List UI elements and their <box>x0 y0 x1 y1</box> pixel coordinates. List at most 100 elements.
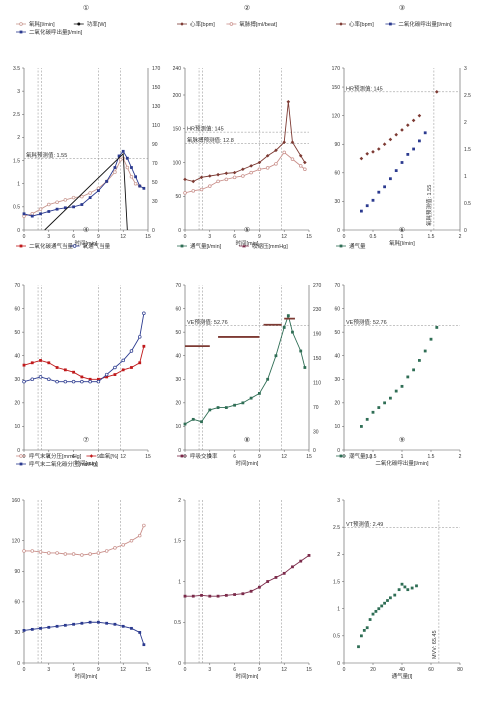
data-point <box>105 375 109 379</box>
data-point <box>142 344 146 348</box>
y2-tick-label: 0 <box>313 448 316 454</box>
data-point <box>63 206 67 210</box>
x-tick-label: 12 <box>281 234 287 240</box>
data-point <box>72 205 75 209</box>
legend-label: 心率[bpm] <box>190 20 215 28</box>
y-tick-label: 120 <box>332 113 341 119</box>
legend-label: 功率[W] <box>87 20 107 28</box>
x-tick-label: 40 <box>399 667 405 673</box>
data-point <box>299 559 303 563</box>
y-tick-label: 30 <box>14 630 20 636</box>
data-point <box>371 198 375 202</box>
data-point <box>113 546 117 550</box>
hline-label: 氧脉搏预测值: 12.8 <box>187 136 234 144</box>
data-point <box>130 166 133 169</box>
data-point <box>55 379 59 384</box>
hline-label: VT预测值: 2.49 <box>346 520 383 528</box>
data-point <box>249 589 253 593</box>
y-tick-label: 1.5 <box>333 579 340 585</box>
data-point <box>199 187 204 192</box>
data-point <box>286 314 290 318</box>
data-point <box>406 123 410 127</box>
series-line <box>184 314 306 425</box>
vline-label: 氧耗预测值: 1.55 <box>425 185 433 226</box>
y2-tick-label: 1 <box>464 174 467 180</box>
x-tick-label: 0 <box>23 667 26 673</box>
x-tick-label: 6 <box>233 667 236 673</box>
y-tick-label: 50 <box>334 330 340 336</box>
x-axis-label: 时间[min] <box>75 672 98 680</box>
data-point <box>412 368 415 372</box>
legend-label: 二氧化碳呼出量[l/min] <box>398 20 452 28</box>
data-point <box>394 169 398 172</box>
y-tick-label: 100 <box>173 160 182 166</box>
data-point <box>137 335 142 339</box>
data-point <box>410 586 414 590</box>
data-point <box>241 174 245 178</box>
x-tick-label: 60 <box>428 667 434 673</box>
data-point <box>104 549 109 553</box>
x-tick-label: 2 <box>459 234 462 240</box>
data-point <box>22 379 26 384</box>
x-tick-label: 0 <box>23 454 26 460</box>
data-point <box>265 166 270 170</box>
x-tick-label: 1.5 <box>428 234 435 240</box>
legend-label: 收缩压[mmHg] <box>252 242 288 250</box>
data-point <box>307 554 311 557</box>
data-point <box>19 454 23 458</box>
x-tick-label: 15 <box>145 454 151 460</box>
data-point <box>258 392 261 395</box>
data-point <box>72 622 75 626</box>
data-point <box>121 624 125 628</box>
data-point <box>303 167 307 172</box>
data-point <box>360 209 363 213</box>
y-tick-label: 20 <box>175 401 181 407</box>
data-point <box>88 379 92 384</box>
data-point <box>63 552 68 556</box>
data-point <box>423 131 427 135</box>
data-point <box>71 195 76 200</box>
data-point <box>113 170 117 174</box>
legend: 通气量 <box>336 242 366 250</box>
y-tick-label: 0 <box>178 448 181 454</box>
data-point <box>47 361 51 365</box>
x-tick-label: 3 <box>47 234 50 240</box>
data-point <box>113 373 117 376</box>
x-tick-label: 9 <box>258 667 261 673</box>
data-point <box>142 523 146 528</box>
hline-label: VE预测值: 52.76 <box>187 318 228 326</box>
data-point <box>138 184 142 188</box>
data-point <box>216 594 220 598</box>
y-tick-label: 2 <box>17 135 20 141</box>
y-tick-label: 60 <box>334 171 340 177</box>
series-step-p5 <box>185 317 295 348</box>
legend-label: 氧脉搏[ml/beat] <box>239 20 277 28</box>
series-line <box>23 621 145 645</box>
y2-tick-label: 110 <box>313 381 321 387</box>
x-tick-label: 15 <box>306 454 312 460</box>
data-point <box>282 150 286 155</box>
y-tick-label: 0 <box>337 448 340 454</box>
y2-tick-label: 170 <box>152 66 161 72</box>
x-tick-label: 0 <box>343 454 346 460</box>
y-tick-label: 40 <box>334 354 340 360</box>
data-point <box>383 185 386 189</box>
data-point <box>418 359 421 362</box>
data-point <box>435 326 439 329</box>
x-axis-label: 时间[min] <box>236 459 259 467</box>
data-point <box>282 326 286 329</box>
y2-tick-label: 2.5 <box>464 93 471 99</box>
data-point <box>142 186 146 190</box>
data-point <box>371 612 375 616</box>
data-point <box>55 207 59 211</box>
data-point <box>129 349 134 353</box>
y-tick-label: 2.5 <box>13 112 20 118</box>
data-point <box>180 454 184 458</box>
y-tick-label: 60 <box>175 306 181 312</box>
y-tick-label: 2.5 <box>333 525 340 531</box>
data-point <box>191 179 196 184</box>
